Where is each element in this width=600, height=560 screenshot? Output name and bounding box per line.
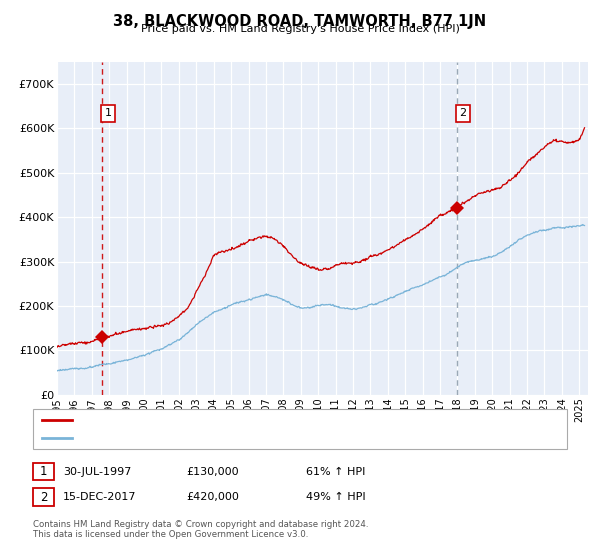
- Text: 2: 2: [40, 491, 47, 504]
- Text: 61% ↑ HPI: 61% ↑ HPI: [306, 466, 365, 477]
- Text: 49% ↑ HPI: 49% ↑ HPI: [306, 492, 365, 502]
- Text: HPI: Average price, detached house, Tamworth: HPI: Average price, detached house, Tamw…: [76, 433, 320, 443]
- Text: 1: 1: [40, 465, 47, 478]
- Text: Contains HM Land Registry data © Crown copyright and database right 2024.
This d: Contains HM Land Registry data © Crown c…: [33, 520, 368, 539]
- Text: 15-DEC-2017: 15-DEC-2017: [63, 492, 137, 502]
- Text: £130,000: £130,000: [186, 466, 239, 477]
- Text: 38, BLACKWOOD ROAD, TAMWORTH, B77 1JN (detached house): 38, BLACKWOOD ROAD, TAMWORTH, B77 1JN (d…: [76, 415, 408, 425]
- Text: Price paid vs. HM Land Registry's House Price Index (HPI): Price paid vs. HM Land Registry's House …: [140, 24, 460, 34]
- Text: £420,000: £420,000: [186, 492, 239, 502]
- Text: 2: 2: [460, 108, 466, 118]
- Text: 38, BLACKWOOD ROAD, TAMWORTH, B77 1JN: 38, BLACKWOOD ROAD, TAMWORTH, B77 1JN: [113, 14, 487, 29]
- Text: 1: 1: [104, 108, 112, 118]
- Text: 30-JUL-1997: 30-JUL-1997: [63, 466, 131, 477]
